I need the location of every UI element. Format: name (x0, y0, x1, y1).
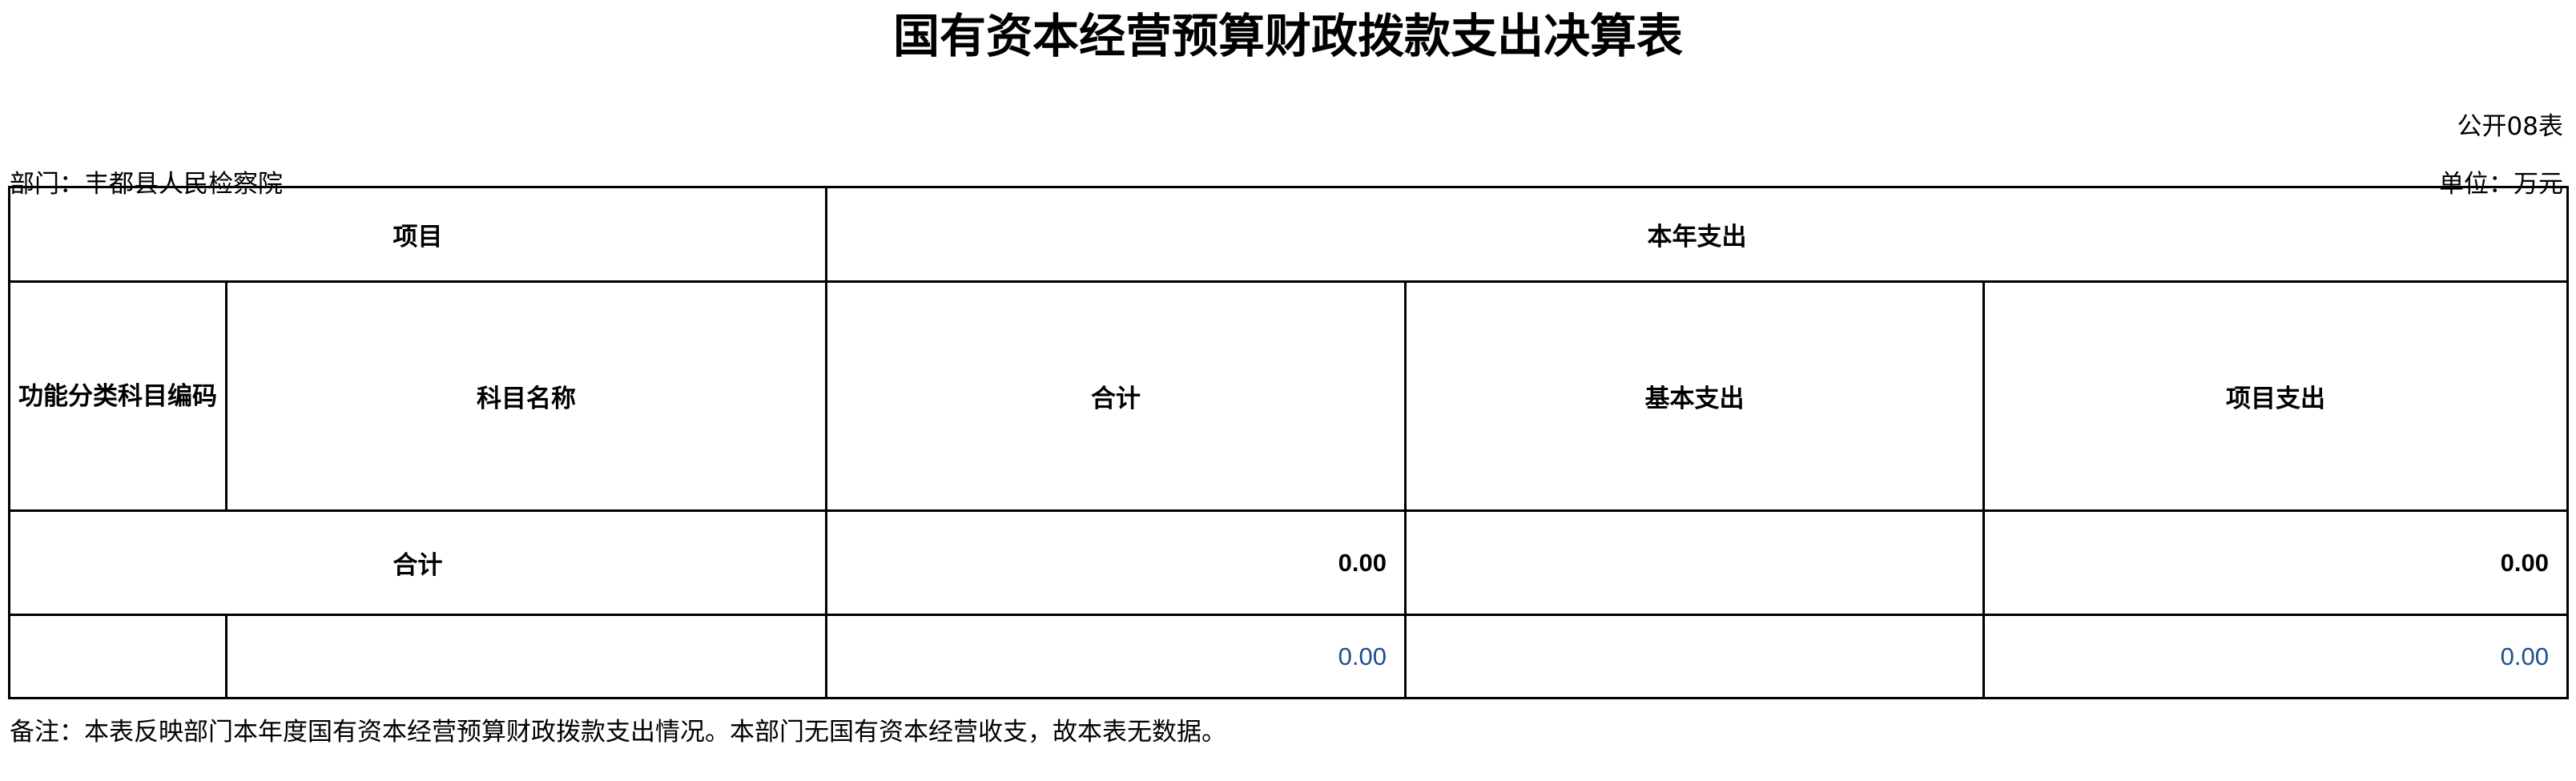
form-number: 公开08表 (2457, 112, 2563, 141)
header-current-year-expenditure: 本年支出 (825, 186, 2569, 283)
table-row: 0.00 0.00 (8, 614, 2569, 699)
header-row-group: 项目 本年支出 (8, 186, 2569, 283)
header-total: 合计 (825, 280, 1407, 512)
row-total: 0.00 (825, 614, 1407, 699)
header-basic-expenditure: 基本支出 (1404, 280, 1985, 512)
footnote: 备注：本表反映部门本年度国有资本经营预算财政拨款支出情况。本部门无国有资本经营收… (10, 718, 1226, 747)
page-title: 国有资本经营预算财政拨款支出决算表 (892, 9, 1683, 63)
row-basic (1404, 614, 1985, 699)
expenditure-table: 项目 本年支出 功能分类科目编码 科目名称 合计 基本支出 项目支出 合计 0.… (8, 186, 2569, 699)
row-code (8, 614, 227, 699)
row-name (225, 614, 827, 699)
header-project-expenditure: 项目支出 (1982, 280, 2569, 512)
header-code: 功能分类科目编码 (8, 280, 227, 512)
header-subject-name: 科目名称 (225, 280, 827, 512)
total-basic (1404, 509, 1985, 616)
total-row: 合计 0.00 0.00 (8, 509, 2569, 616)
total-label: 合计 (8, 509, 827, 616)
header-row-columns: 功能分类科目编码 科目名称 合计 基本支出 项目支出 (8, 280, 2569, 512)
row-project: 0.00 (1982, 614, 2569, 699)
header-item: 项目 (8, 186, 827, 283)
total-project: 0.00 (1982, 509, 2569, 616)
total-amount: 0.00 (825, 509, 1407, 616)
